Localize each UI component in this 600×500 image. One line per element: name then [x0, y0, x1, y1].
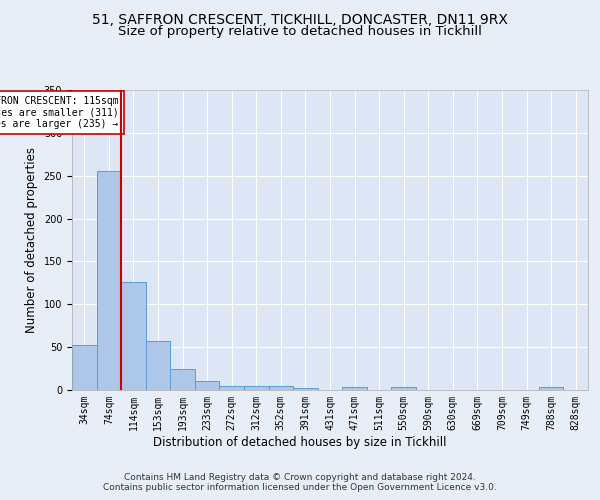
Bar [121, 282, 146, 390]
Bar [97, 170, 121, 390]
Bar [146, 341, 170, 390]
Text: Size of property relative to detached houses in Tickhill: Size of property relative to detached ho… [118, 25, 482, 38]
Bar [244, 386, 269, 390]
Bar [293, 388, 318, 390]
Text: Contains HM Land Registry data © Crown copyright and database right 2024.
Contai: Contains HM Land Registry data © Crown c… [103, 473, 497, 492]
Bar [170, 368, 195, 390]
Text: 51 SAFFRON CRESCENT: 115sqm
← 57% of detached houses are smaller (311)
43% of se: 51 SAFFRON CRESCENT: 115sqm ← 57% of det… [0, 96, 119, 129]
Text: 51, SAFFRON CRESCENT, TICKHILL, DONCASTER, DN11 9RX: 51, SAFFRON CRESCENT, TICKHILL, DONCASTE… [92, 12, 508, 26]
Bar [72, 346, 97, 390]
Bar [539, 388, 563, 390]
Bar [269, 386, 293, 390]
Bar [342, 386, 367, 390]
Text: Distribution of detached houses by size in Tickhill: Distribution of detached houses by size … [153, 436, 447, 449]
Bar [220, 386, 244, 390]
Y-axis label: Number of detached properties: Number of detached properties [25, 147, 38, 333]
Bar [391, 388, 416, 390]
Bar [195, 380, 220, 390]
